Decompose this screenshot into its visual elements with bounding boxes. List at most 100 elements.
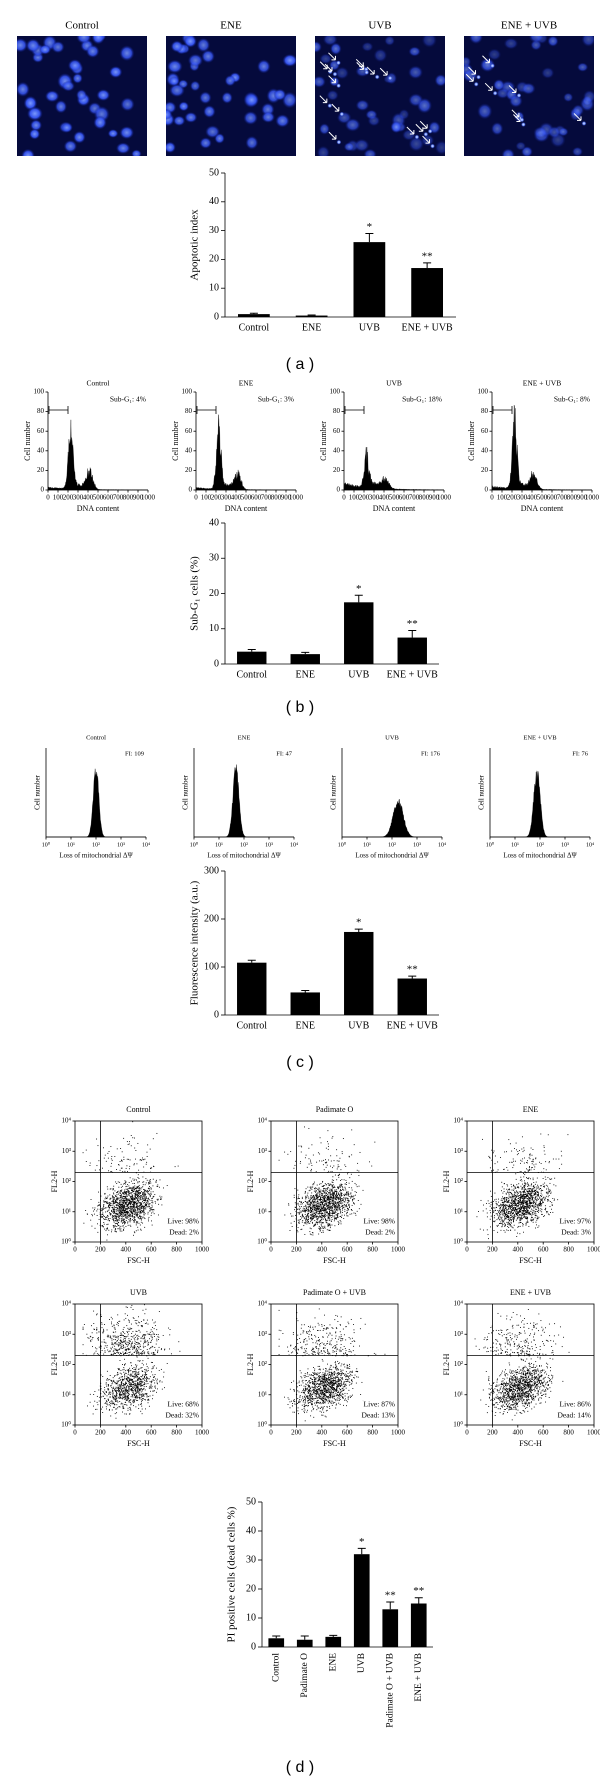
event-dot: [127, 1209, 129, 1211]
event-dot: [307, 1186, 309, 1188]
event-dot: [505, 1218, 507, 1220]
event-dot: [333, 1217, 335, 1219]
event-dot: [289, 1230, 291, 1231]
event-dot: [132, 1213, 134, 1215]
event-dot: [124, 1208, 126, 1210]
event-dot: [108, 1229, 110, 1231]
event-dot: [529, 1197, 530, 1199]
event-dot: [319, 1211, 321, 1213]
event-dot: [490, 1215, 492, 1217]
x-tick-label: 100: [497, 494, 508, 502]
event-dot: [346, 1212, 348, 1214]
event-dot: [519, 1195, 520, 1196]
event-dot: [138, 1222, 140, 1224]
event-dot: [507, 1215, 509, 1217]
event-dot: [133, 1207, 135, 1209]
event-dot: [156, 1198, 158, 1200]
event-dot: [325, 1222, 327, 1224]
event-dot: [521, 1197, 523, 1199]
event-dot: [518, 1216, 520, 1218]
nucleus: [119, 45, 135, 62]
event-dot: [130, 1219, 132, 1221]
event-dot: [498, 1201, 499, 1203]
event-dot: [124, 1202, 126, 1204]
y-axis-label: FL2-H: [442, 1170, 451, 1192]
y-tick-label: 100: [182, 388, 193, 396]
event-dot: [312, 1202, 314, 1204]
event-dot: [330, 1190, 332, 1192]
event-dot: [513, 1197, 515, 1199]
event-dot: [505, 1204, 507, 1206]
event-dot: [315, 1209, 317, 1211]
event-dot: [340, 1193, 342, 1195]
condensed-nucleus: [430, 143, 436, 149]
nucleus: [487, 48, 502, 61]
event-dot: [540, 1199, 541, 1201]
event-dot: [522, 1151, 524, 1153]
nucleus: [63, 139, 78, 153]
event-dot: [529, 1188, 531, 1190]
event-dot: [497, 1225, 499, 1227]
event-dot: [123, 1137, 125, 1139]
event-dot: [138, 1186, 140, 1188]
event-dot: [534, 1213, 536, 1215]
event-dot: [513, 1148, 515, 1149]
event-dot: [545, 1178, 547, 1180]
event-dot: [507, 1230, 509, 1232]
event-dot: [149, 1386, 151, 1388]
event-dot: [145, 1197, 147, 1199]
event-dot: [515, 1207, 517, 1208]
event-dot: [119, 1212, 121, 1214]
event-dot: [549, 1206, 551, 1208]
event-dot: [103, 1215, 105, 1217]
event-dot: [325, 1184, 327, 1186]
event-dot: [547, 1196, 549, 1198]
event-dot: [137, 1209, 139, 1211]
event-dot: [126, 1158, 128, 1160]
event-dot: [323, 1185, 325, 1187]
event-dot: [528, 1225, 530, 1227]
event-dot: [144, 1190, 146, 1192]
event-dot: [306, 1209, 308, 1210]
event-dot: [297, 1189, 299, 1191]
event-dot: [113, 1217, 115, 1219]
event-dot: [127, 1211, 129, 1213]
event-dot: [339, 1186, 341, 1188]
event-dot: [141, 1206, 143, 1208]
event-dot: [328, 1224, 330, 1226]
event-dot: [97, 1223, 98, 1225]
event-dot: [322, 1193, 324, 1195]
event-dot: [158, 1203, 160, 1205]
event-dot: [140, 1207, 142, 1209]
x-tick-label: 10⁴: [586, 842, 594, 848]
event-dot: [530, 1220, 532, 1222]
event-dot: [117, 1223, 119, 1224]
event-dot: [358, 1208, 360, 1210]
event-dot: [520, 1199, 521, 1201]
event-dot: [132, 1203, 134, 1205]
event-dot: [323, 1184, 325, 1186]
event-dot: [345, 1183, 347, 1185]
nucleus: [343, 142, 355, 152]
bar: [344, 931, 374, 1015]
bar: [290, 992, 320, 1015]
nucleus: [257, 59, 271, 74]
event-dot: [132, 1199, 134, 1201]
event-dot: [142, 1176, 144, 1178]
y-tick-label: 80: [333, 407, 341, 415]
event-dot: [137, 1202, 139, 1204]
event-dot: [334, 1174, 336, 1176]
event-dot: [327, 1143, 329, 1145]
event-dot: [161, 1204, 163, 1206]
event-dot: [133, 1209, 135, 1211]
event-dot: [118, 1222, 119, 1223]
event-dot: [308, 1147, 310, 1149]
event-dot: [524, 1213, 526, 1215]
x-tick-label: 10⁰: [42, 841, 51, 848]
event-dot: [529, 1200, 530, 1202]
event-dot: [511, 1189, 513, 1191]
event-dot: [329, 1217, 331, 1219]
event-dot: [344, 1195, 346, 1197]
event-dot: [125, 1220, 127, 1221]
event-dot: [520, 1176, 522, 1178]
